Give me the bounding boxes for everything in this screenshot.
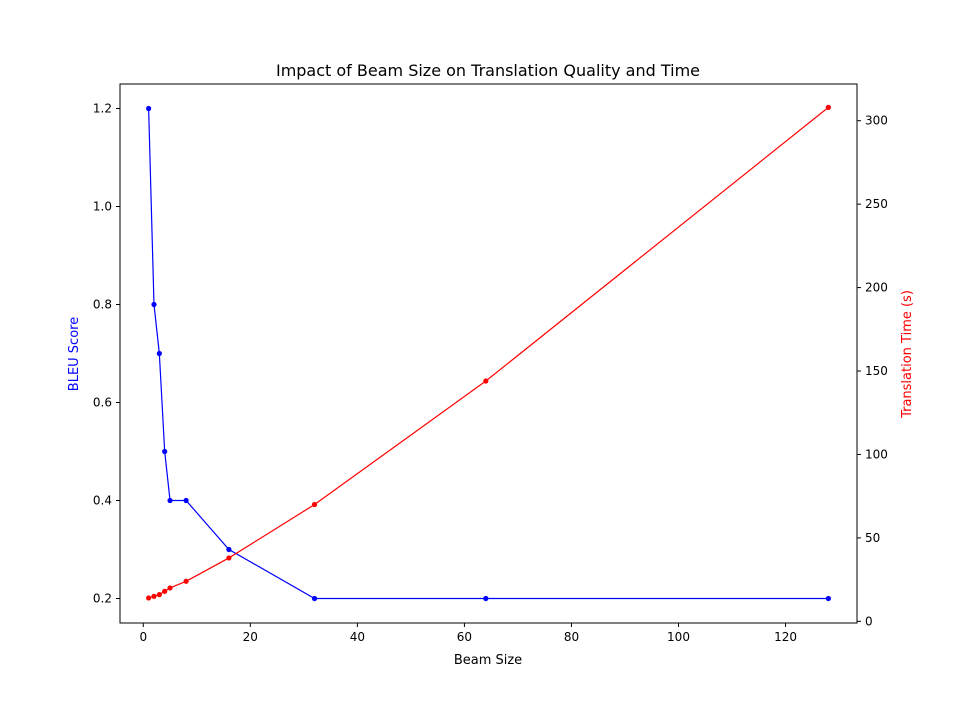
- y-left-tick-label: 0.8: [93, 298, 112, 312]
- data-point-bleu: [156, 350, 162, 357]
- chart-title: Impact of Beam Size on Translation Quali…: [276, 61, 700, 80]
- y-right-tick-label: 100: [865, 447, 888, 461]
- data-point-bleu: [311, 595, 318, 602]
- y-left-tick-label: 0.4: [93, 494, 112, 508]
- y-axis-right-label: Translation Time (s): [900, 290, 915, 419]
- x-tick-label: 60: [457, 630, 472, 644]
- y-right-tick-label: 50: [865, 531, 880, 545]
- y-right-tick-label: 0: [865, 614, 873, 628]
- series-line-bleu: [148, 108, 829, 600]
- data-point-bleu: [151, 301, 157, 308]
- x-tick-label: 120: [774, 630, 797, 644]
- plot-frame: [119, 83, 858, 624]
- data-point-bleu: [162, 448, 168, 455]
- data-point-bleu: [483, 595, 489, 602]
- data-point-time: [311, 501, 318, 508]
- data-point-bleu: [226, 546, 232, 553]
- x-tick-label: 0: [139, 630, 147, 644]
- y-left-tick-label: 1.2: [93, 102, 112, 116]
- data-point-time: [162, 588, 168, 594]
- data-point-time: [146, 595, 152, 601]
- series-line-time: [148, 106, 829, 599]
- x-tick-label: 40: [350, 630, 365, 644]
- data-point-time: [825, 104, 831, 110]
- x-axis-label: Beam Size: [454, 653, 522, 668]
- data-point-time: [483, 378, 489, 384]
- axes-layer: 0 20 40 60 80 100 120 0.2 0.4 0.6 0.8 1.0 1.2 0 50 100 1…: [93, 83, 888, 644]
- y-right-tick-label: 150: [865, 364, 888, 378]
- y-left-tick-label: 0.2: [93, 592, 112, 606]
- data-point-time: [167, 585, 173, 591]
- series-layer: [146, 104, 831, 602]
- y-axis-left-label: BLEU Score: [67, 317, 82, 391]
- y-right-tick-label: 300: [865, 114, 888, 128]
- data-point-bleu: [183, 497, 189, 504]
- y-right-tick-label: 200: [865, 281, 888, 295]
- x-tick-label: 100: [667, 630, 690, 644]
- data-point-time: [226, 555, 232, 561]
- y-right-tick-label: 250: [865, 197, 888, 211]
- data-point-time: [156, 592, 162, 598]
- y-left-tick-label: 0.6: [93, 396, 112, 410]
- data-point-bleu: [825, 595, 831, 602]
- y-left-tick-label: 1.0: [93, 200, 112, 214]
- x-tick-label: 20: [243, 630, 258, 644]
- data-point-time: [183, 578, 189, 584]
- data-point-bleu: [146, 105, 152, 112]
- x-tick-label: 80: [564, 630, 579, 644]
- data-point-time: [151, 593, 157, 599]
- data-point-bleu: [167, 497, 173, 504]
- plot-area: [120, 84, 857, 623]
